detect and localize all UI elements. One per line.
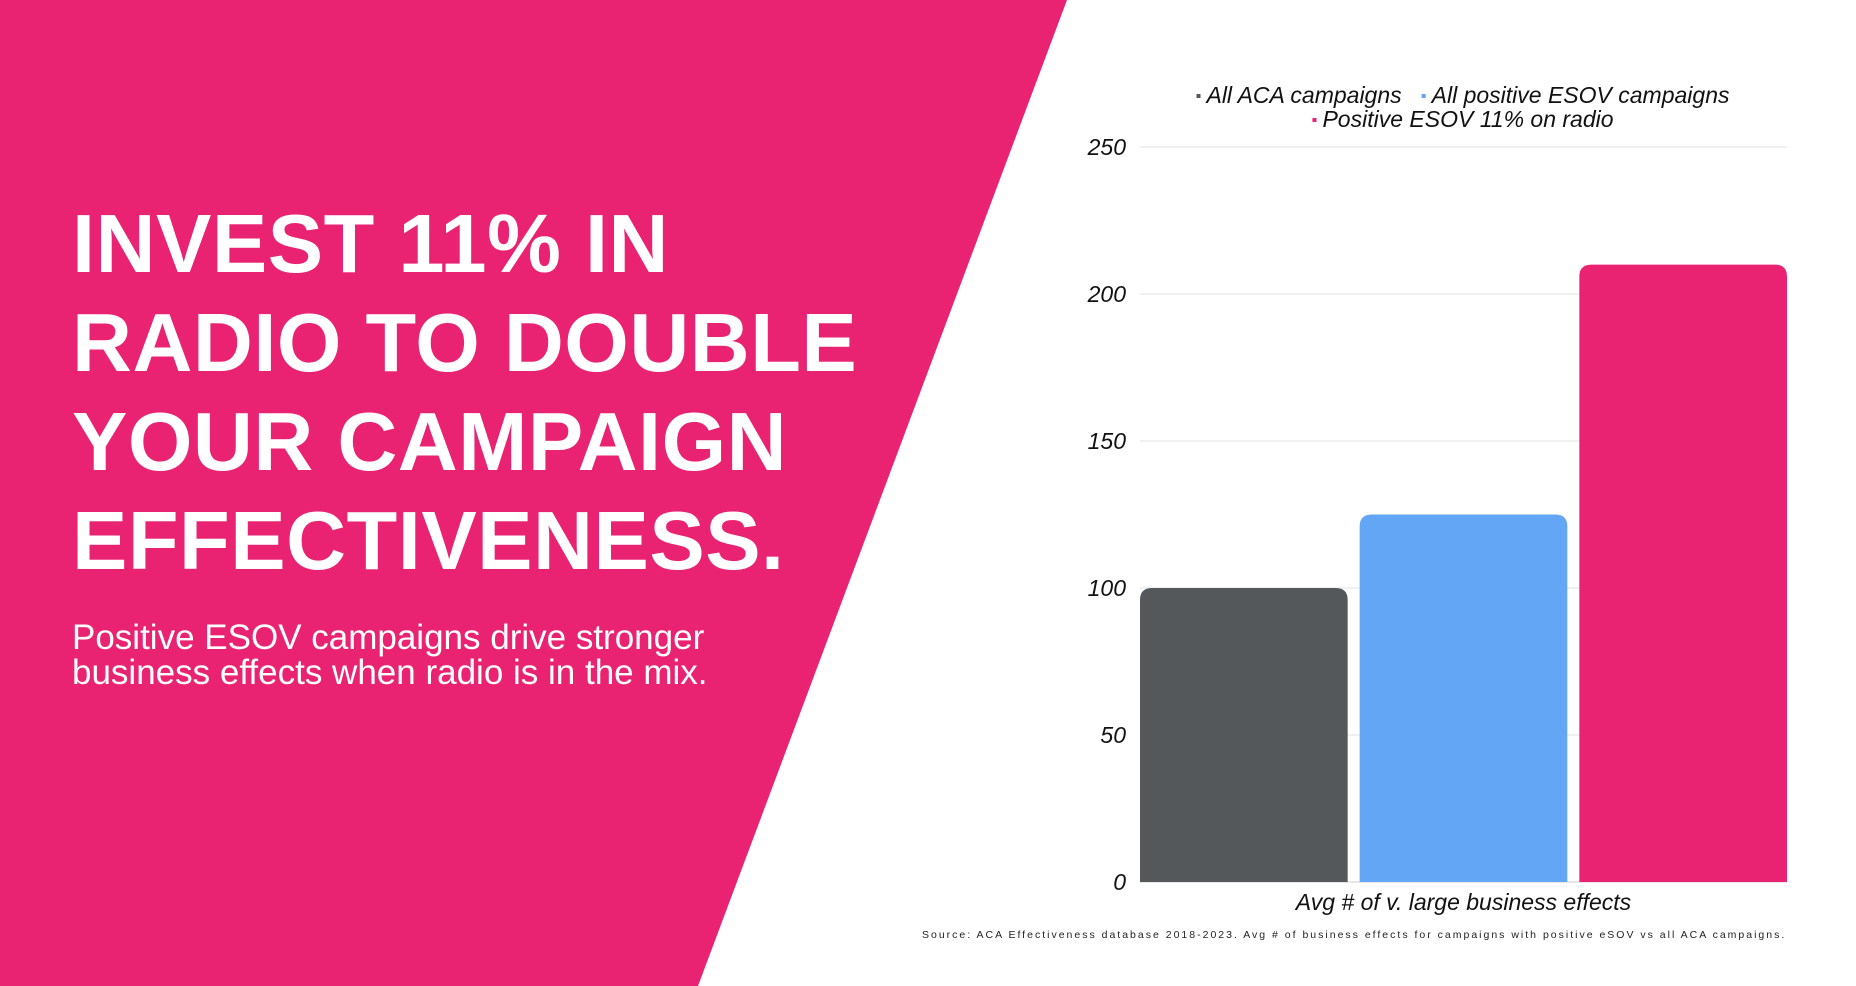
legend-swatch (1196, 94, 1201, 98)
y-tick-label: 0 (1113, 869, 1126, 895)
headline-line: INVEST 11% IN (72, 197, 669, 290)
legend-label: All ACA campaigns (1204, 82, 1402, 108)
subtitle-line: Positive ESOV campaigns drive stronger (72, 618, 705, 657)
y-tick-label: 100 (1088, 575, 1127, 601)
bar (1359, 514, 1568, 882)
source-note: Source: ACA Effectiveness database 2018-… (922, 929, 1787, 941)
subtitle-line: business effects when radio is in the mi… (72, 653, 708, 692)
legend-label: Positive ESOV 11% on radio (1322, 106, 1613, 132)
y-tick-label: 250 (1087, 134, 1127, 160)
subtitle: Positive ESOV campaigns drive stronger b… (72, 620, 832, 690)
headline-line: YOUR CAMPAIGN (72, 395, 788, 488)
bar (1140, 588, 1348, 882)
x-axis: Avg # of v. large business effects (1294, 889, 1632, 915)
y-tick-label: 200 (1087, 281, 1127, 307)
pink-diagonal-panel (0, 0, 1067, 986)
chart-legend: All ACA campaigns All positive ESOV campa… (1196, 82, 1730, 132)
legend-swatch (1312, 118, 1317, 122)
headline-line: EFFECTIVENESS. (72, 494, 785, 587)
y-tick-label: 150 (1088, 428, 1127, 454)
x-category-label: Avg # of v. large business effects (1294, 889, 1632, 915)
headline: INVEST 11% IN RADIO TO DOUBLE YOUR CAMPA… (72, 194, 892, 590)
chart-bars (1140, 264, 1787, 883)
y-axis: 0 50 100 150 200 250 (1087, 134, 1127, 895)
bar-chart: All ACA campaigns All positive ESOV campa… (1087, 82, 1787, 915)
y-tick-label: 50 (1100, 722, 1126, 748)
bar (1579, 264, 1787, 883)
legend-label: All positive ESOV campaigns (1430, 82, 1730, 108)
legend-swatch (1421, 94, 1426, 98)
headline-line: RADIO TO DOUBLE (72, 296, 858, 389)
